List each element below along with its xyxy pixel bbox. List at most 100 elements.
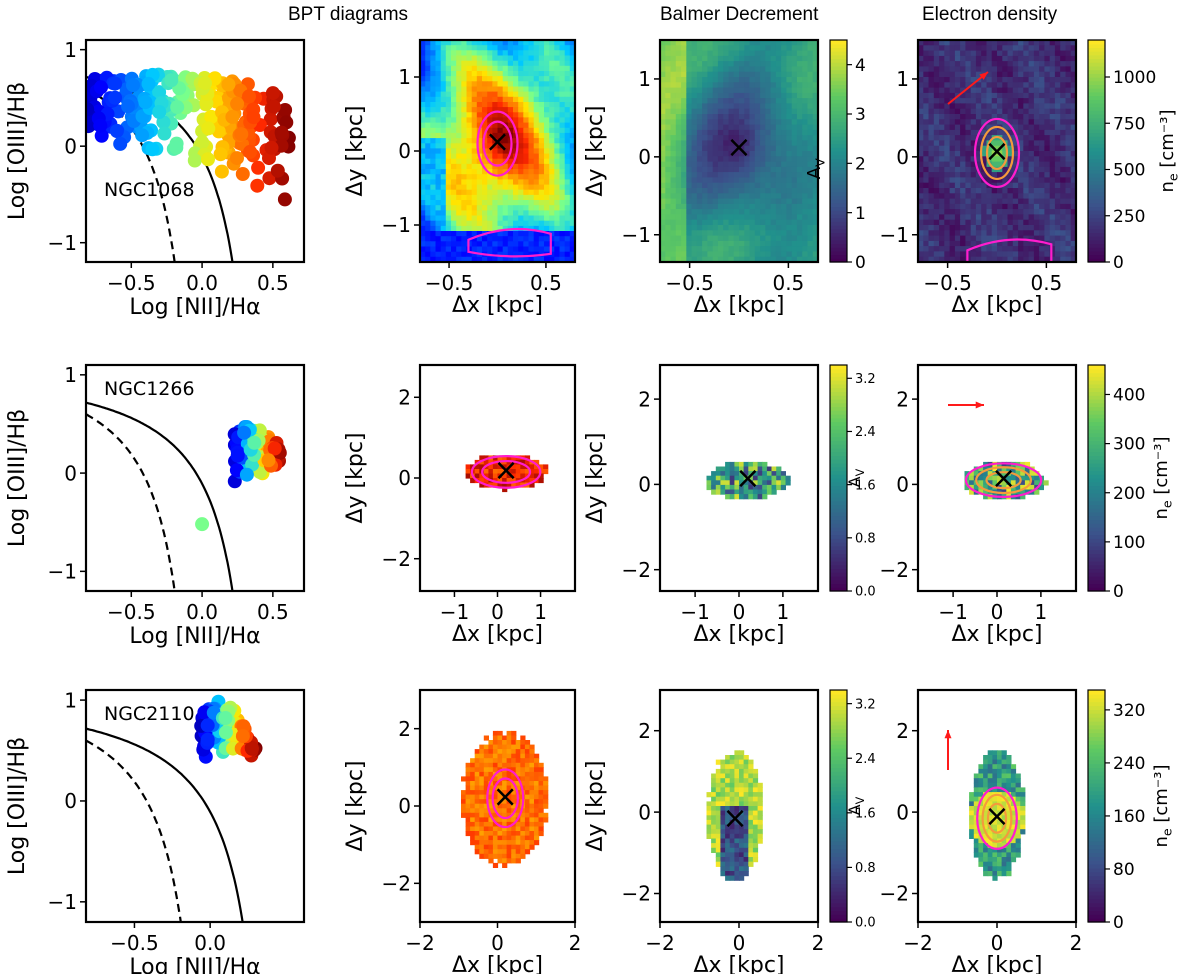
- density-NGC1068-pixel: [1070, 92, 1076, 99]
- map-NGC1068-pixel: [569, 189, 575, 196]
- density-NGC1068-pixel: [1044, 50, 1051, 57]
- density-NGC1068-pixel: [944, 230, 951, 237]
- balmer-NGC1068-pixel: [796, 40, 803, 46]
- density-NGC1068-pixel: [1060, 40, 1067, 46]
- density-NGC1068-pixel: [965, 198, 972, 205]
- balmer-NGC1068-pixel: [796, 219, 803, 226]
- map-NGC1068-pixel: [440, 138, 447, 144]
- map-NGC1068-ytick-label: 1: [398, 65, 411, 89]
- balmer-NGC1068-pixel: [660, 124, 666, 131]
- balmer-NGC1068-pixel: [796, 103, 803, 110]
- map-NGC1068-pixel: [502, 45, 509, 51]
- density-NGC1068-pixel: [923, 203, 930, 210]
- density-NGC1068-pixel: [944, 87, 951, 94]
- balmer-NGC1068-pixel: [760, 145, 766, 152]
- density-NGC1068-pixel: [918, 161, 924, 168]
- density-NGC1068-pixel: [975, 156, 982, 163]
- balmer-NGC1068-pixel: [807, 156, 814, 163]
- balmer-NGC1068-pixel: [749, 135, 756, 141]
- balmer-NGC1266-colorbar-step: [830, 447, 847, 453]
- balmer-NGC1068-pixel: [660, 172, 666, 178]
- balmer-NGC1068-pixel: [781, 92, 787, 99]
- balmer-NGC1068-pixel: [812, 124, 818, 131]
- balmer-NGC1068-ylabel: Δy [kpc]: [583, 105, 608, 196]
- map-NGC1068-pixel: [569, 60, 575, 67]
- balmer-NGC1068-pixel: [749, 77, 756, 83]
- balmer-NGC1068-pixel: [739, 129, 745, 136]
- balmer-NGC1068-pixel: [770, 198, 777, 205]
- map-NGC1068-pixel: [445, 153, 452, 160]
- balmer-NGC1068-pixel: [744, 166, 751, 173]
- map-NGC1068-pixel: [518, 138, 524, 144]
- density-NGC1068-pixel: [975, 188, 982, 194]
- map-NGC1068-pixel: [528, 153, 535, 160]
- map-NGC1068-pixel: [502, 200, 509, 206]
- density-NGC1068-pixel: [1033, 198, 1040, 205]
- map-NGC1068-pixel: [544, 246, 550, 253]
- density-NGC1266-xlabel: Δx [kpc]: [951, 622, 1042, 647]
- map-NGC1068-pixel: [497, 81, 504, 88]
- balmer-NGC1068-pixel: [739, 172, 745, 178]
- density-NGC1068-pixel: [960, 156, 966, 163]
- balmer-NGC1266-colorbar-step: [830, 432, 847, 438]
- density-NGC1266-pixel: [1029, 480, 1035, 486]
- balmer-NGC1068-colorbar-step: [830, 91, 847, 97]
- density-NGC1068-pixel: [1060, 108, 1067, 115]
- balmer-NGC1266-pixel: [752, 461, 759, 468]
- density-NGC1266-pixel: [1001, 475, 1007, 481]
- bpt-NGC1068-point: [277, 192, 292, 207]
- density-NGC1068-pixel: [960, 209, 966, 215]
- balmer-NGC1068-pixel: [791, 188, 798, 194]
- density-NGC1068-pixel: [965, 114, 972, 120]
- balmer-NGC1068-pixel: [681, 225, 687, 231]
- balmer-NGC1068-pixel: [723, 108, 730, 115]
- balmer-NGC1068-pixel: [702, 240, 708, 247]
- density-NGC1068-pixel: [954, 225, 961, 231]
- density-NGC1068-pixel: [970, 82, 977, 89]
- balmer-NGC1068-pixel: [660, 50, 666, 57]
- map-NGC1068-pixel: [549, 102, 555, 108]
- density-NGC1068-pixel: [1023, 230, 1030, 237]
- map-NGC1068-pixel: [559, 55, 566, 62]
- map-NGC1068-pixel: [569, 231, 575, 237]
- balmer-NGC1068-pixel: [665, 235, 672, 242]
- map-NGC1068-pixel: [528, 158, 535, 165]
- balmer-NGC1068-pixel: [796, 251, 803, 258]
- density-NGC1068-xlabel: Δx [kpc]: [951, 293, 1042, 318]
- density-NGC1068-pixel: [1054, 124, 1061, 131]
- density-NGC1068-pixel: [997, 230, 1003, 237]
- balmer-NGC1068-pixel: [781, 246, 787, 252]
- density-NGC1068-pixel: [1023, 71, 1030, 78]
- map-NGC1068-pixel: [451, 215, 457, 222]
- balmer-NGC1068-pixel: [702, 92, 708, 99]
- density-NGC1068-pixel: [1054, 40, 1061, 46]
- density-NGC1068-pixel: [954, 182, 961, 189]
- density-NGC1068-pixel: [933, 209, 940, 215]
- map-NGC1266-pixel: [534, 469, 540, 475]
- map-NGC1068-pixel: [482, 246, 488, 253]
- density-NGC1068-pixel: [1060, 140, 1067, 147]
- balmer-NGC1068-pixel: [670, 156, 677, 163]
- balmer-NGC1068-pixel: [702, 108, 708, 115]
- map-NGC1068-pixel: [497, 143, 504, 150]
- balmer-NGC1068-pixel: [744, 182, 751, 189]
- bpt-NGC1068-point: [230, 151, 244, 166]
- balmer-NGC1266-pixel: [757, 494, 763, 500]
- map-NGC1068-pixel: [476, 215, 483, 222]
- map-NGC1068-pixel: [471, 236, 478, 242]
- map-NGC1068-pixel: [487, 174, 493, 180]
- title-bpt: BPT diagrams: [288, 4, 409, 25]
- density-NGC1068-pixel: [986, 166, 993, 173]
- density-NGC1068-pixel: [1002, 219, 1009, 226]
- balmer-NGC1068-pixel: [702, 230, 708, 237]
- density-NGC1068-pixel: [944, 135, 951, 141]
- balmer-NGC1068-pixel: [723, 209, 730, 215]
- density-NGC1068-pixel: [918, 172, 924, 178]
- density-NGC1068-pixel: [970, 209, 977, 215]
- balmer-NGC1068-pixel: [739, 203, 745, 210]
- balmer-NGC1068-pixel: [770, 55, 777, 62]
- map-NGC1266-pixel: [492, 473, 499, 479]
- map-NGC1068-pixel: [569, 45, 575, 51]
- map-NGC1068-xtick-label: 0.5: [530, 271, 562, 295]
